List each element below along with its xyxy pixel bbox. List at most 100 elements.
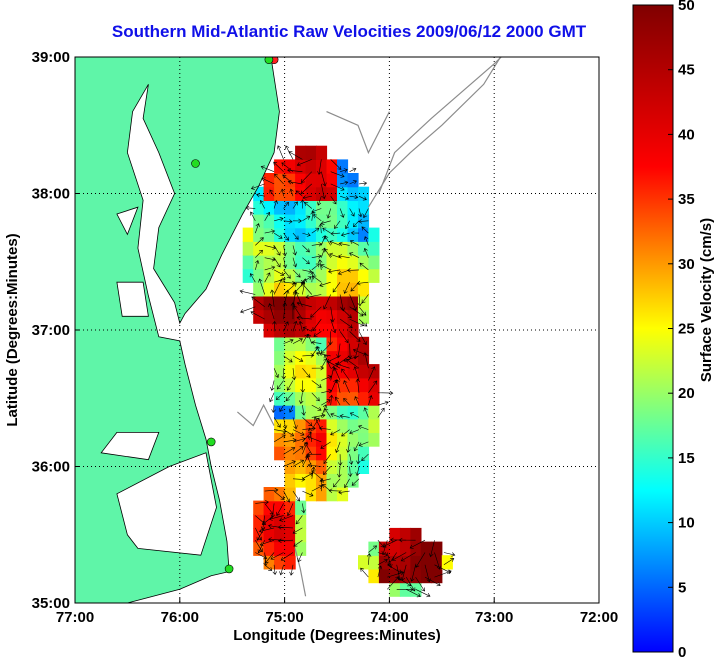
velocity-arrow bbox=[295, 291, 303, 307]
velocity-arrow bbox=[292, 459, 305, 467]
velocity-cell bbox=[295, 200, 307, 215]
velocity-arrow bbox=[343, 282, 350, 294]
sound-water bbox=[100, 431, 160, 461]
velocity-cell bbox=[284, 336, 296, 352]
velocity-arrow bbox=[255, 223, 260, 234]
velocity-cell bbox=[274, 514, 286, 529]
velocity-arrow bbox=[255, 552, 268, 560]
velocity-arrow bbox=[261, 177, 275, 185]
velocity-arrow bbox=[277, 538, 294, 543]
grid-lines bbox=[75, 57, 599, 603]
velocity-cell bbox=[284, 241, 296, 256]
velocity-arrow bbox=[321, 375, 332, 381]
velocity-arrow bbox=[381, 540, 388, 556]
velocity-arrow bbox=[344, 220, 350, 230]
velocity-arrow bbox=[358, 331, 367, 346]
velocity-arrow bbox=[301, 503, 306, 514]
velocity-cell bbox=[389, 568, 401, 584]
velocity-cell bbox=[274, 200, 286, 215]
velocity-arrow bbox=[264, 229, 276, 234]
velocity-arrow bbox=[377, 400, 389, 406]
velocity-arrow bbox=[320, 264, 331, 271]
velocity-cell bbox=[326, 268, 338, 283]
velocity-arrow bbox=[319, 478, 331, 483]
velocity-arrow bbox=[368, 394, 373, 406]
velocity-cell bbox=[326, 405, 338, 420]
velocity-arrow bbox=[302, 368, 311, 378]
velocity-arrow bbox=[363, 352, 369, 369]
latitude-ticks: 35:00 36:00 37:00 38:00 39:00 bbox=[32, 49, 80, 612]
velocity-arrow bbox=[311, 417, 320, 430]
velocity-cell bbox=[347, 391, 359, 406]
velocity-arrow bbox=[272, 564, 278, 576]
velocity-arrow bbox=[330, 159, 342, 170]
x-tick-label: 74:00 bbox=[370, 609, 408, 626]
velocity-arrow bbox=[316, 345, 322, 357]
velocity-cell bbox=[242, 254, 254, 270]
velocity-arrow bbox=[307, 427, 313, 442]
velocity-arrow bbox=[302, 195, 312, 200]
velocity-arrow bbox=[286, 503, 294, 517]
velocity-arrow bbox=[358, 181, 368, 186]
velocity-arrow bbox=[361, 453, 369, 461]
velocity-arrow bbox=[340, 168, 348, 173]
velocity-arrow bbox=[434, 564, 452, 574]
velocity-arrow bbox=[410, 564, 416, 582]
velocity-cell bbox=[326, 432, 338, 447]
velocity-arrow bbox=[302, 269, 313, 274]
velocity-cell bbox=[316, 432, 328, 447]
velocity-cell bbox=[337, 186, 349, 201]
velocity-cell bbox=[420, 541, 432, 556]
velocity-arrow bbox=[340, 180, 349, 186]
velocity-arrow bbox=[330, 231, 341, 236]
velocity-arrow bbox=[255, 540, 263, 553]
velocity-arrow bbox=[377, 390, 394, 396]
velocity-arrow bbox=[281, 162, 294, 172]
velocity-arrow bbox=[337, 454, 343, 466]
velocity-arrow bbox=[296, 301, 312, 308]
velocity-cell bbox=[295, 459, 307, 474]
velocity-cell bbox=[378, 568, 390, 584]
velocity-arrow bbox=[329, 394, 334, 406]
velocity-cell bbox=[316, 418, 328, 433]
velocity-arrow bbox=[352, 348, 369, 357]
velocity-arrow bbox=[400, 552, 416, 562]
velocity-arrow bbox=[443, 558, 455, 566]
velocity-cell bbox=[305, 377, 317, 393]
velocity-cell bbox=[295, 241, 307, 256]
velocity-arrow bbox=[322, 227, 331, 234]
velocity-arrow bbox=[302, 431, 312, 443]
velocity-cell bbox=[253, 214, 265, 229]
velocity-cell bbox=[263, 323, 275, 338]
velocity-arrow bbox=[343, 397, 350, 406]
velocity-arrow bbox=[264, 211, 271, 221]
velocity-cell bbox=[347, 432, 359, 447]
velocity-cell bbox=[358, 336, 370, 352]
velocity-cell bbox=[368, 391, 380, 406]
velocity-arrow bbox=[293, 305, 303, 320]
velocity-arrow bbox=[387, 552, 397, 566]
velocity-cell bbox=[305, 159, 317, 174]
x-tick-label: 72:00 bbox=[580, 609, 618, 626]
velocity-cell bbox=[263, 514, 275, 529]
velocity-arrow bbox=[391, 552, 407, 561]
velocity-arrow bbox=[276, 503, 284, 516]
velocity-cell bbox=[284, 214, 296, 229]
velocity-cell bbox=[326, 446, 338, 461]
velocity-cell bbox=[242, 241, 254, 256]
velocity-cell bbox=[274, 487, 286, 502]
velocity-arrow bbox=[283, 232, 289, 241]
velocity-arrow bbox=[273, 245, 281, 256]
velocity-arrow bbox=[341, 368, 350, 381]
velocity-arrow bbox=[361, 226, 369, 234]
velocity-cell bbox=[253, 241, 265, 256]
velocity-cell bbox=[347, 186, 359, 201]
velocity-cell bbox=[274, 282, 286, 297]
velocity-cell bbox=[284, 173, 296, 188]
velocity-arrow bbox=[396, 576, 412, 587]
velocity-cell bbox=[337, 336, 349, 352]
velocity-arrow bbox=[424, 564, 431, 583]
velocity-cell bbox=[284, 282, 296, 297]
radar-station-marker bbox=[264, 57, 274, 64]
velocity-cell bbox=[326, 323, 338, 338]
